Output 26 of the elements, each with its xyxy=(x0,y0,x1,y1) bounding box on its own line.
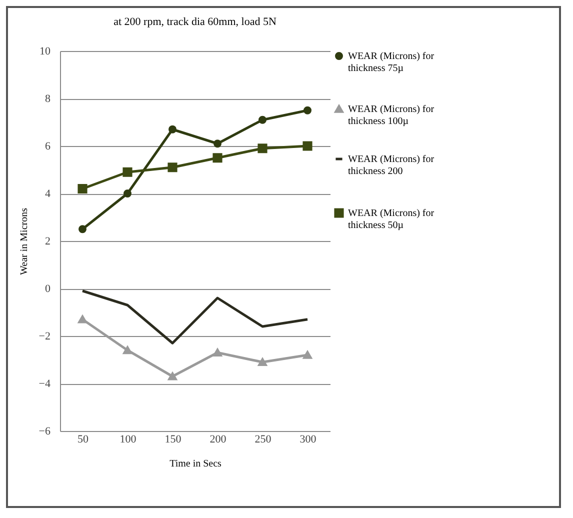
x-tick-label: 250 xyxy=(254,434,272,446)
x-axis-title: Time in Secs xyxy=(170,458,222,470)
chart-title: at 200 rpm, track dia 60mm, load 5N xyxy=(114,16,276,28)
legend-label: WEAR (Microns) for thickness 75µ xyxy=(348,51,435,74)
legend-label: WEAR (Microns) for thickness 100µ xyxy=(348,104,435,127)
x-tick-label: 300 xyxy=(300,434,317,446)
point xyxy=(78,184,88,194)
x-tick-label: 150 xyxy=(164,434,182,446)
y-axis-title: Wear in Microns xyxy=(18,208,30,275)
x-tick-label: 100 xyxy=(120,434,137,446)
y-tick-label: −6 xyxy=(38,426,51,438)
line-series xyxy=(81,290,309,344)
y-tick-label: 6 xyxy=(45,140,51,152)
y-tick-label: 0 xyxy=(45,283,51,295)
legend-label: WEAR (Microns) for thickness 50µ xyxy=(348,208,435,231)
y-tick-label: 4 xyxy=(45,188,51,200)
x-tick-label: 200 xyxy=(210,434,227,446)
y-tick-label: 2 xyxy=(45,236,50,248)
point xyxy=(303,351,312,359)
y-tick-label: 10 xyxy=(40,46,51,58)
y-tick-label: −2 xyxy=(38,330,50,342)
y-tick-label: −4 xyxy=(38,378,51,390)
legend-label: WEAR (Microns) for thickness 200 xyxy=(348,154,435,177)
y-tick-label: 8 xyxy=(45,93,51,105)
x-tick-label: 50 xyxy=(78,434,89,446)
point xyxy=(302,141,312,151)
